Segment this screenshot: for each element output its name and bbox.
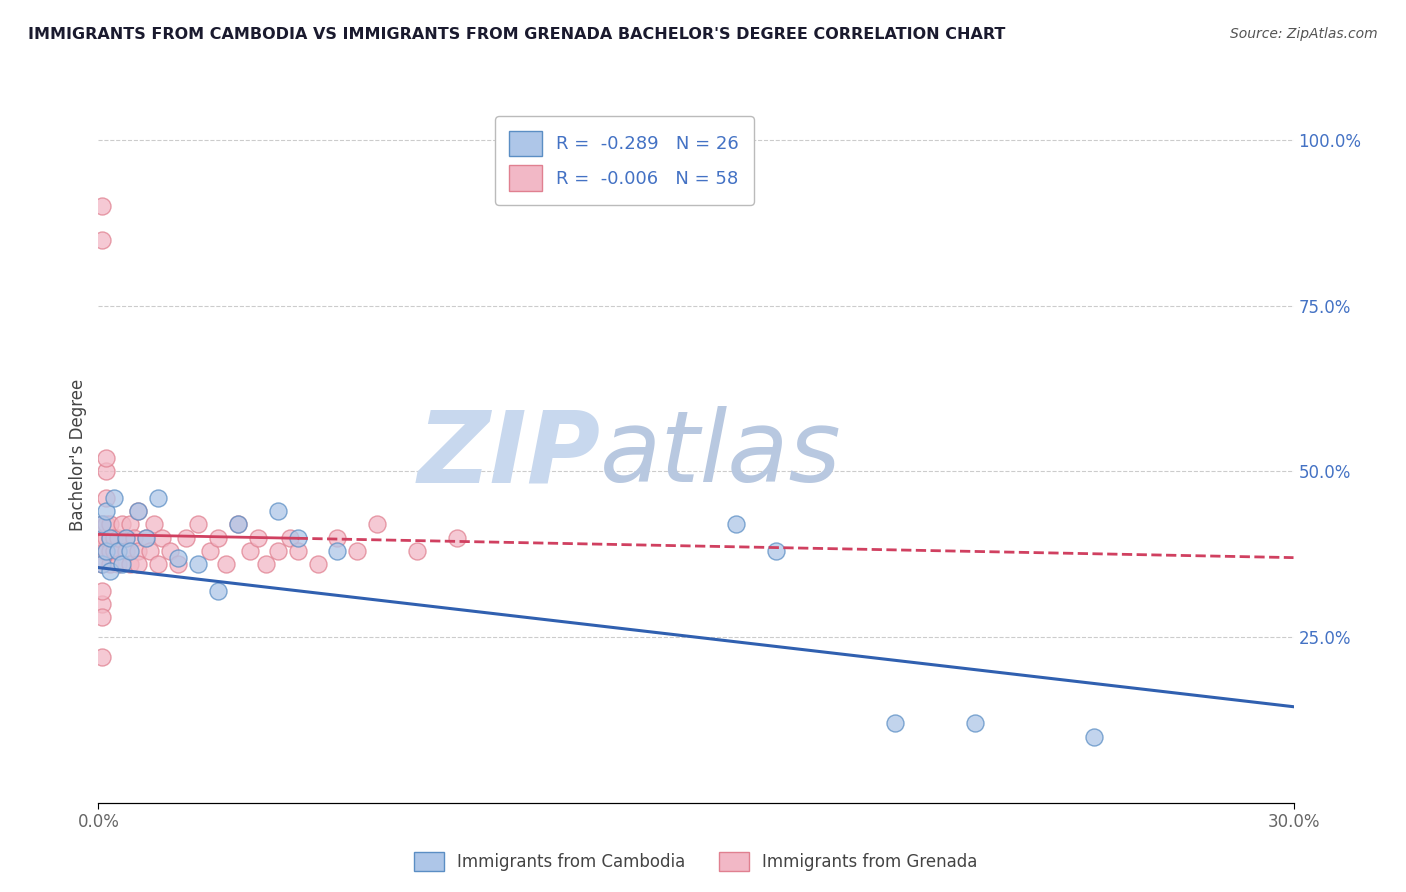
Point [91,650,114,665]
Point [406,544,429,558]
Point [167,558,190,572]
Point [107,558,129,572]
Point [96,491,118,505]
Point [120,517,142,532]
Point [346,544,368,558]
Point [96,451,118,466]
Point [91,517,114,532]
Point [198,544,221,558]
Point [765,544,787,558]
Point [267,504,290,518]
Text: Source: ZipAtlas.com: Source: ZipAtlas.com [1230,27,1378,41]
Point [167,550,190,565]
Point [120,558,142,572]
Point [103,544,125,558]
Point [724,517,747,532]
Point [174,531,197,545]
Point [207,583,229,598]
Point [187,517,209,532]
Point [96,465,118,479]
Text: IMMIGRANTS FROM CAMBODIA VS IMMIGRANTS FROM GRENADA BACHELOR'S DEGREE CORRELATIO: IMMIGRANTS FROM CAMBODIA VS IMMIGRANTS F… [28,27,1005,42]
Point [120,544,142,558]
Point [91,544,114,558]
Point [107,531,129,545]
Point [127,504,149,518]
Point [96,544,118,558]
Point [100,558,122,572]
Point [148,558,170,572]
Point [226,517,249,532]
Point [115,544,138,558]
Point [135,531,157,545]
Point [446,531,468,545]
Point [127,544,149,558]
Point [115,531,138,545]
Point [884,716,907,731]
Point [148,491,170,505]
Point [100,531,122,545]
Point [124,531,146,545]
Point [107,544,129,558]
Point [91,233,114,247]
Point [100,564,122,578]
Point [267,544,290,558]
Point [96,544,118,558]
Point [207,531,229,545]
Point [111,558,134,572]
Point [91,583,114,598]
Point [91,558,114,572]
Point [91,597,114,611]
Point [100,544,122,558]
Point [91,517,114,532]
Point [1083,730,1105,744]
Point [246,531,269,545]
Point [111,517,134,532]
Legend: Immigrants from Cambodia, Immigrants from Grenada: Immigrants from Cambodia, Immigrants fro… [408,846,984,878]
Point [326,531,349,545]
Point [326,544,349,558]
Point [96,531,118,545]
Point [100,531,122,545]
Point [91,610,114,624]
Point [254,558,277,572]
Point [127,504,149,518]
Point [91,199,114,213]
Point [239,544,262,558]
Point [91,531,114,545]
Point [215,558,238,572]
Point [139,544,162,558]
Point [96,504,118,518]
Point [287,531,309,545]
Point [135,531,157,545]
Point [96,517,118,532]
Point [287,544,309,558]
Point [187,558,209,572]
Point [143,517,166,532]
Point [278,531,301,545]
Point [150,531,173,545]
Point [100,517,122,532]
Y-axis label: Bachelor's Degree: Bachelor's Degree [69,379,87,531]
Point [226,517,249,532]
Point [127,558,149,572]
Point [91,558,114,572]
Point [159,544,181,558]
Text: ZIP: ZIP [418,407,600,503]
Point [963,716,986,731]
Point [366,517,388,532]
Point [307,558,329,572]
Text: atlas: atlas [600,407,842,503]
Point [103,531,125,545]
Point [115,531,138,545]
Point [103,491,125,505]
